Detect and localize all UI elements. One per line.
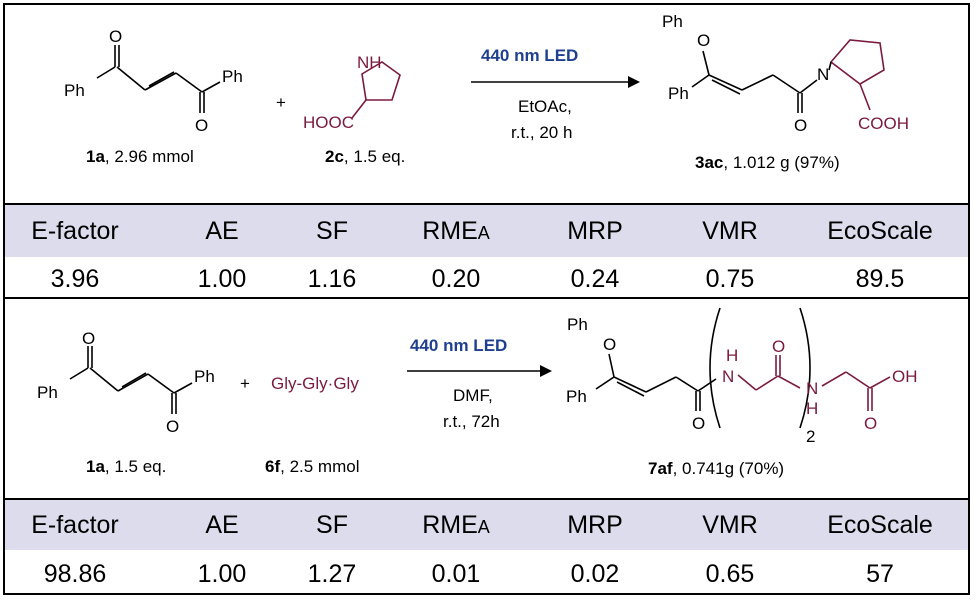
value-vmr-1: 0.75 xyxy=(705,265,755,293)
solvent-condition-2: DMF, xyxy=(453,386,493,405)
reagent-6f-caption: 6f, 2.5 mmol xyxy=(265,457,360,476)
atom-o-2: O xyxy=(772,337,785,356)
atom-ph-left-2: Ph xyxy=(37,383,58,402)
value-mrp-1: 0.24 xyxy=(570,265,620,293)
led-condition-1: 440 nm LED xyxy=(481,46,578,65)
solvent-condition-1: EtOAc, xyxy=(518,97,572,116)
atom-o-3: O xyxy=(864,414,877,433)
atom-ph-pho-1: Ph xyxy=(662,12,683,31)
header-ae-2: AE xyxy=(205,511,239,539)
separator-3 xyxy=(3,498,970,500)
value-vmr-2: 0.65 xyxy=(705,560,755,588)
product-7af-structure: Ph O Ph O 2 H N O N H OH O xyxy=(566,307,918,446)
atom-o-prod-1: O xyxy=(794,116,807,135)
separator-1 xyxy=(3,203,970,205)
header-e-factor-2: E-factor xyxy=(31,511,119,539)
value-ae-1: 1.00 xyxy=(197,265,247,293)
reagent-2c-caption: 2c, 1.5 eq. xyxy=(325,147,406,166)
product-3ac-caption: 3ac, 1.012 g (97%) xyxy=(695,153,840,172)
reagent-1a-caption-2: 1a, 1.5 eq. xyxy=(86,457,167,476)
enedione-structure-1: O Ph Ph O xyxy=(64,27,243,135)
plus-sign-2: + xyxy=(240,374,250,393)
header-rme-1: RMEA xyxy=(422,217,490,245)
atom-n-1: N xyxy=(722,367,734,386)
atom-o-bottom-1: O xyxy=(195,116,208,135)
atom-ph-prod-2: Ph xyxy=(566,387,587,406)
value-ecoscale-2: 57 xyxy=(866,560,894,588)
atom-o-pho-2: O xyxy=(603,335,616,354)
value-ecoscale-1: 89.5 xyxy=(855,265,905,293)
atom-n-2: N xyxy=(806,379,818,398)
header-e-factor-1: E-factor xyxy=(31,217,119,245)
value-e-factor-1: 3.96 xyxy=(50,265,100,293)
value-sf-2: 1.27 xyxy=(307,560,357,588)
reaction-scheme-1: O Ph Ph O + NH HOOC 440 nm LED EtOAc, r.… xyxy=(64,12,909,142)
repeat-subscript: 2 xyxy=(806,427,815,446)
time-condition-1: r.t., 20 h xyxy=(511,123,572,142)
header-mrp-2: MRP xyxy=(567,511,623,539)
metrics-header-band-1 xyxy=(5,205,968,257)
atom-o-prod-2: O xyxy=(692,414,705,433)
atom-h-1: H xyxy=(726,346,738,365)
enedione-structure-2: O Ph Ph O xyxy=(37,329,215,436)
led-condition-2: 440 nm LED xyxy=(410,336,507,355)
header-sf-2: SF xyxy=(316,511,348,539)
atom-o-bottom-2: O xyxy=(166,417,179,436)
atom-hooc: HOOC xyxy=(303,113,354,132)
header-vmr-1: VMR xyxy=(702,217,758,245)
header-vmr-2: VMR xyxy=(702,511,758,539)
value-rme-2: 0.01 xyxy=(431,560,481,588)
reaction-scheme-2: O Ph Ph O + Gly-Gly·Gly 440 nm LED DMF, … xyxy=(37,307,918,446)
value-mrp-2: 0.02 xyxy=(570,560,620,588)
value-sf-1: 1.16 xyxy=(307,265,357,293)
header-ecoscale-2: EcoScale xyxy=(827,511,933,539)
atom-ph-left-1: Ph xyxy=(64,81,85,100)
atom-ph-prod-1: Ph xyxy=(668,84,689,103)
header-mrp-1: MRP xyxy=(567,217,623,245)
product-7af-caption: 7af, 0.741g (70%) xyxy=(648,459,785,478)
gly-gly-gly-text: Gly-Gly·Gly xyxy=(271,374,359,393)
separator-2 xyxy=(3,297,970,299)
metrics-header-band-2 xyxy=(5,500,968,550)
value-e-factor-2: 98.86 xyxy=(43,560,107,588)
atom-o-pho-1: O xyxy=(697,31,710,50)
header-rme-2: RMEA xyxy=(422,511,490,539)
reagent-1a-caption-1: 1a, 2.96 mmol xyxy=(86,147,194,166)
proline-structure: NH HOOC xyxy=(303,53,401,132)
atom-o-top-2: O xyxy=(82,329,95,348)
time-condition-2: r.t., 72h xyxy=(443,412,500,431)
atom-cooh-prod-1: COOH xyxy=(858,114,909,133)
atom-n-prod-1: N xyxy=(817,65,829,84)
plus-sign-1: + xyxy=(276,93,286,112)
atom-h-2: H xyxy=(806,399,818,418)
product-3ac-structure: Ph O Ph O N COOH xyxy=(662,12,909,135)
atom-ph-right-1: Ph xyxy=(222,67,243,86)
header-sf-1: SF xyxy=(316,217,348,245)
figure-frame xyxy=(3,3,970,595)
header-ae-1: AE xyxy=(205,217,239,245)
header-ecoscale-1: EcoScale xyxy=(827,217,933,245)
atom-oh: OH xyxy=(892,367,918,386)
atom-ph-right-2: Ph xyxy=(194,367,215,386)
atom-o-top-1: O xyxy=(109,27,122,46)
value-ae-2: 1.00 xyxy=(197,560,247,588)
value-rme-1: 0.20 xyxy=(431,265,481,293)
atom-ph-pho-2: Ph xyxy=(567,315,588,334)
atom-nh: NH xyxy=(357,53,382,72)
